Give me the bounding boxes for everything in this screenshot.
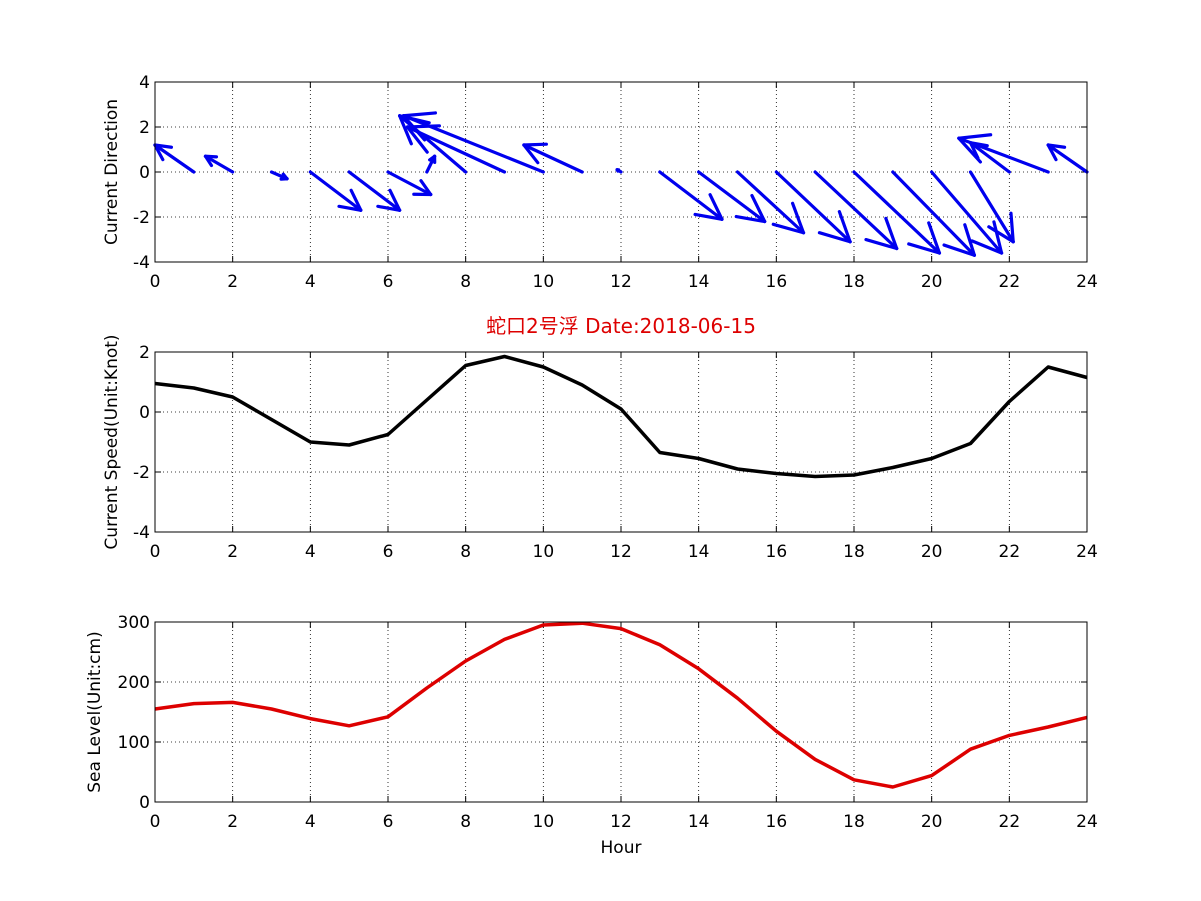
- x-tick-label: 22: [999, 812, 1021, 832]
- x-tick-label: 12: [610, 812, 632, 832]
- series-line: [154, 621, 1088, 789]
- x-tick-label: 12: [610, 542, 632, 562]
- x-tick-label: 18: [843, 272, 865, 292]
- y-tick-label: 200: [118, 673, 150, 693]
- speed-axes-box: [154, 351, 1088, 533]
- x-tick-label: 18: [843, 542, 865, 562]
- direction-arrow: [774, 170, 852, 244]
- direction-arrow: [891, 170, 976, 257]
- x-tick-label: 6: [383, 272, 394, 292]
- speed-y-label: Current Speed(Unit:Knot): [102, 334, 122, 549]
- sea-level-y-ticks: 0 100 200 300: [118, 613, 1087, 813]
- direction-arrow: [203, 154, 235, 174]
- x-tick-label: 0: [150, 272, 161, 292]
- direction-arrow: [852, 170, 942, 255]
- speed-series: [154, 354, 1088, 479]
- x-tick-label: 6: [383, 542, 394, 562]
- series-line: [154, 354, 1088, 479]
- direction-axes-box: [154, 81, 1088, 263]
- x-tick-label: 8: [460, 272, 471, 292]
- sea-level-axes-box: [154, 621, 1088, 803]
- y-tick-label: 0: [139, 793, 150, 813]
- direction-y-ticks: -4 -2 0 2 4: [133, 73, 1087, 273]
- x-tick-label: 2: [227, 272, 238, 292]
- direction-arrow: [522, 142, 584, 174]
- x-tick-label: 6: [383, 812, 394, 832]
- sea-level-x-ticks: 0 2 4 6 8 10 12 14 16 18 20 22 24: [150, 622, 1098, 832]
- sea-level-series: [154, 621, 1088, 789]
- x-tick-label: 14: [688, 812, 710, 832]
- direction-arrow: [425, 154, 437, 174]
- y-tick-label: 100: [118, 733, 150, 753]
- direction-arrow: [658, 170, 724, 221]
- speed-x-ticks: 0 2 4 6 8 10 12 14 16 18 20 22 24: [150, 352, 1098, 562]
- y-tick-label: -2: [133, 208, 150, 228]
- x-tick-label: 20: [921, 812, 943, 832]
- x-tick-label: 16: [766, 812, 788, 832]
- y-tick-label: 0: [139, 403, 150, 423]
- x-tick-label: 4: [305, 542, 316, 562]
- speed-y-ticks: -4 -2 0 2: [133, 343, 1087, 543]
- hour-x-label: Hour: [601, 838, 642, 858]
- x-tick-label: 8: [460, 812, 471, 832]
- direction-arrow: [269, 170, 289, 181]
- x-tick-label: 24: [1076, 542, 1098, 562]
- x-tick-label: 20: [921, 542, 943, 562]
- direction-arrow: [735, 170, 806, 235]
- x-tick-label: 10: [533, 272, 555, 292]
- y-tick-label: 4: [139, 73, 150, 93]
- direction-arrows: [153, 111, 1089, 257]
- y-tick-label: 0: [139, 163, 150, 183]
- x-tick-label: 16: [766, 542, 788, 562]
- direction-arrow: [813, 170, 899, 251]
- x-tick-label: 2: [227, 542, 238, 562]
- x-tick-label: 20: [921, 272, 943, 292]
- x-tick-label: 0: [150, 812, 161, 832]
- direction-y-label: Current Direction: [102, 99, 122, 245]
- x-tick-label: 14: [688, 272, 710, 292]
- direction-arrow: [930, 170, 1004, 255]
- x-tick-label: 8: [460, 542, 471, 562]
- x-tick-label: 18: [843, 812, 865, 832]
- y-tick-label: 300: [118, 613, 150, 633]
- x-tick-label: 16: [766, 272, 788, 292]
- direction-arrow: [615, 168, 623, 174]
- direction-arrow: [308, 170, 363, 212]
- y-tick-label: 2: [139, 118, 150, 138]
- x-tick-label: 12: [610, 272, 632, 292]
- speed-grid: [155, 352, 1087, 532]
- sea-level-y-label: Sea Level(Unit:cm): [85, 631, 105, 792]
- x-tick-label: 0: [150, 542, 161, 562]
- x-tick-label: 22: [999, 272, 1021, 292]
- x-tick-label: 24: [1076, 812, 1098, 832]
- x-tick-label: 4: [305, 812, 316, 832]
- y-tick-label: 2: [139, 343, 150, 363]
- direction-arrow: [968, 170, 1015, 244]
- x-tick-label: 2: [227, 812, 238, 832]
- direction-arrow: [957, 133, 1050, 174]
- direction-arrow: [401, 111, 545, 174]
- direction-arrow: [386, 170, 433, 197]
- y-tick-label: -2: [133, 463, 150, 483]
- direction-x-ticks: 0 2 4 6 8 10 12 14 16 18 20 22 24: [150, 82, 1098, 292]
- direction-arrow: [153, 143, 196, 174]
- x-tick-label: 22: [999, 542, 1021, 562]
- direction-arrow: [697, 170, 767, 224]
- y-tick-label: -4: [133, 253, 150, 273]
- x-tick-label: 24: [1076, 272, 1098, 292]
- y-tick-label: -4: [133, 523, 150, 543]
- chart-title: 蛇口2号浮 Date:2018-06-15: [486, 314, 756, 338]
- x-tick-label: 4: [305, 272, 316, 292]
- current-speed-panel: 0 2 4 6 8 10 12 14 16 18 20 22 24 -4-202 Current Spe…: [102, 314, 1098, 562]
- sea-level-grid: [155, 622, 1087, 802]
- direction-arrow: [1046, 143, 1089, 174]
- x-tick-label: 14: [688, 542, 710, 562]
- x-tick-label: 10: [533, 812, 555, 832]
- direction-arrow: [347, 170, 402, 212]
- x-tick-label: 10: [533, 542, 555, 562]
